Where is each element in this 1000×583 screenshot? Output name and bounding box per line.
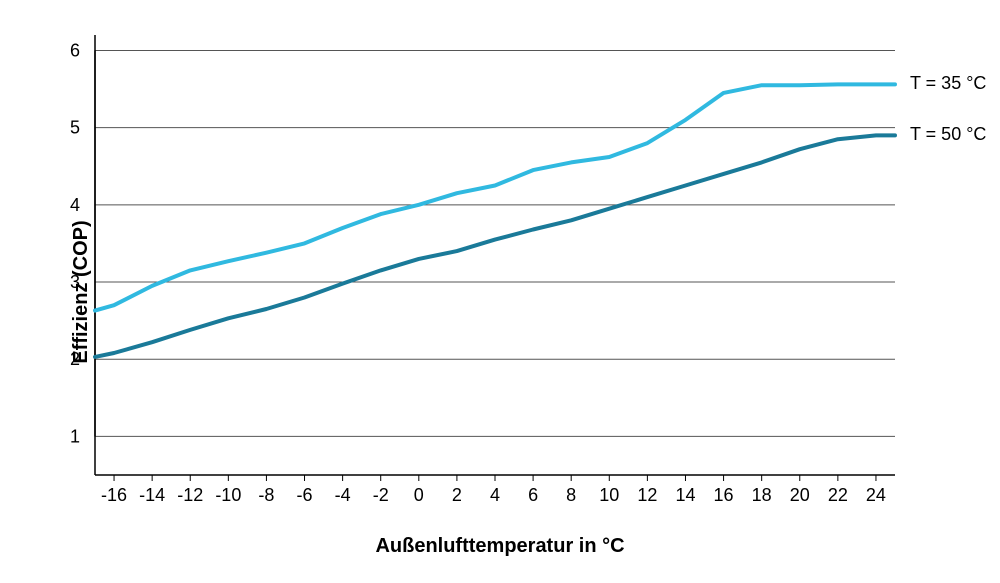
svg-text:0: 0 <box>414 485 424 505</box>
x-axis-title: Außenlufttemperatur in °C <box>0 535 1000 558</box>
svg-text:-14: -14 <box>139 485 165 505</box>
svg-text:-8: -8 <box>258 485 274 505</box>
svg-text:22: 22 <box>828 485 848 505</box>
svg-text:2: 2 <box>452 485 462 505</box>
svg-text:-2: -2 <box>373 485 389 505</box>
svg-text:24: 24 <box>866 485 886 505</box>
svg-text:10: 10 <box>599 485 619 505</box>
svg-text:-12: -12 <box>177 485 203 505</box>
svg-text:14: 14 <box>675 485 695 505</box>
cop-chart: 123456-16-14-12-10-8-6-4-202468101214161… <box>0 0 1000 583</box>
svg-text:-10: -10 <box>215 485 241 505</box>
svg-text:16: 16 <box>714 485 734 505</box>
svg-text:18: 18 <box>752 485 772 505</box>
svg-text:4: 4 <box>70 195 80 215</box>
svg-text:1: 1 <box>70 426 80 446</box>
svg-text:6: 6 <box>528 485 538 505</box>
svg-text:12: 12 <box>637 485 657 505</box>
svg-text:8: 8 <box>566 485 576 505</box>
svg-text:20: 20 <box>790 485 810 505</box>
series-label-t50: T = 50 °C <box>910 124 986 145</box>
svg-text:4: 4 <box>490 485 500 505</box>
series-label-t35: T = 35 °C <box>910 73 986 94</box>
svg-text:-4: -4 <box>335 485 351 505</box>
chart-svg: 123456-16-14-12-10-8-6-4-202468101214161… <box>0 0 1000 583</box>
svg-text:6: 6 <box>70 40 80 60</box>
svg-text:5: 5 <box>70 118 80 138</box>
y-axis-title: Effizienz (COP) <box>70 220 93 363</box>
svg-text:-6: -6 <box>297 485 313 505</box>
svg-text:-16: -16 <box>101 485 127 505</box>
